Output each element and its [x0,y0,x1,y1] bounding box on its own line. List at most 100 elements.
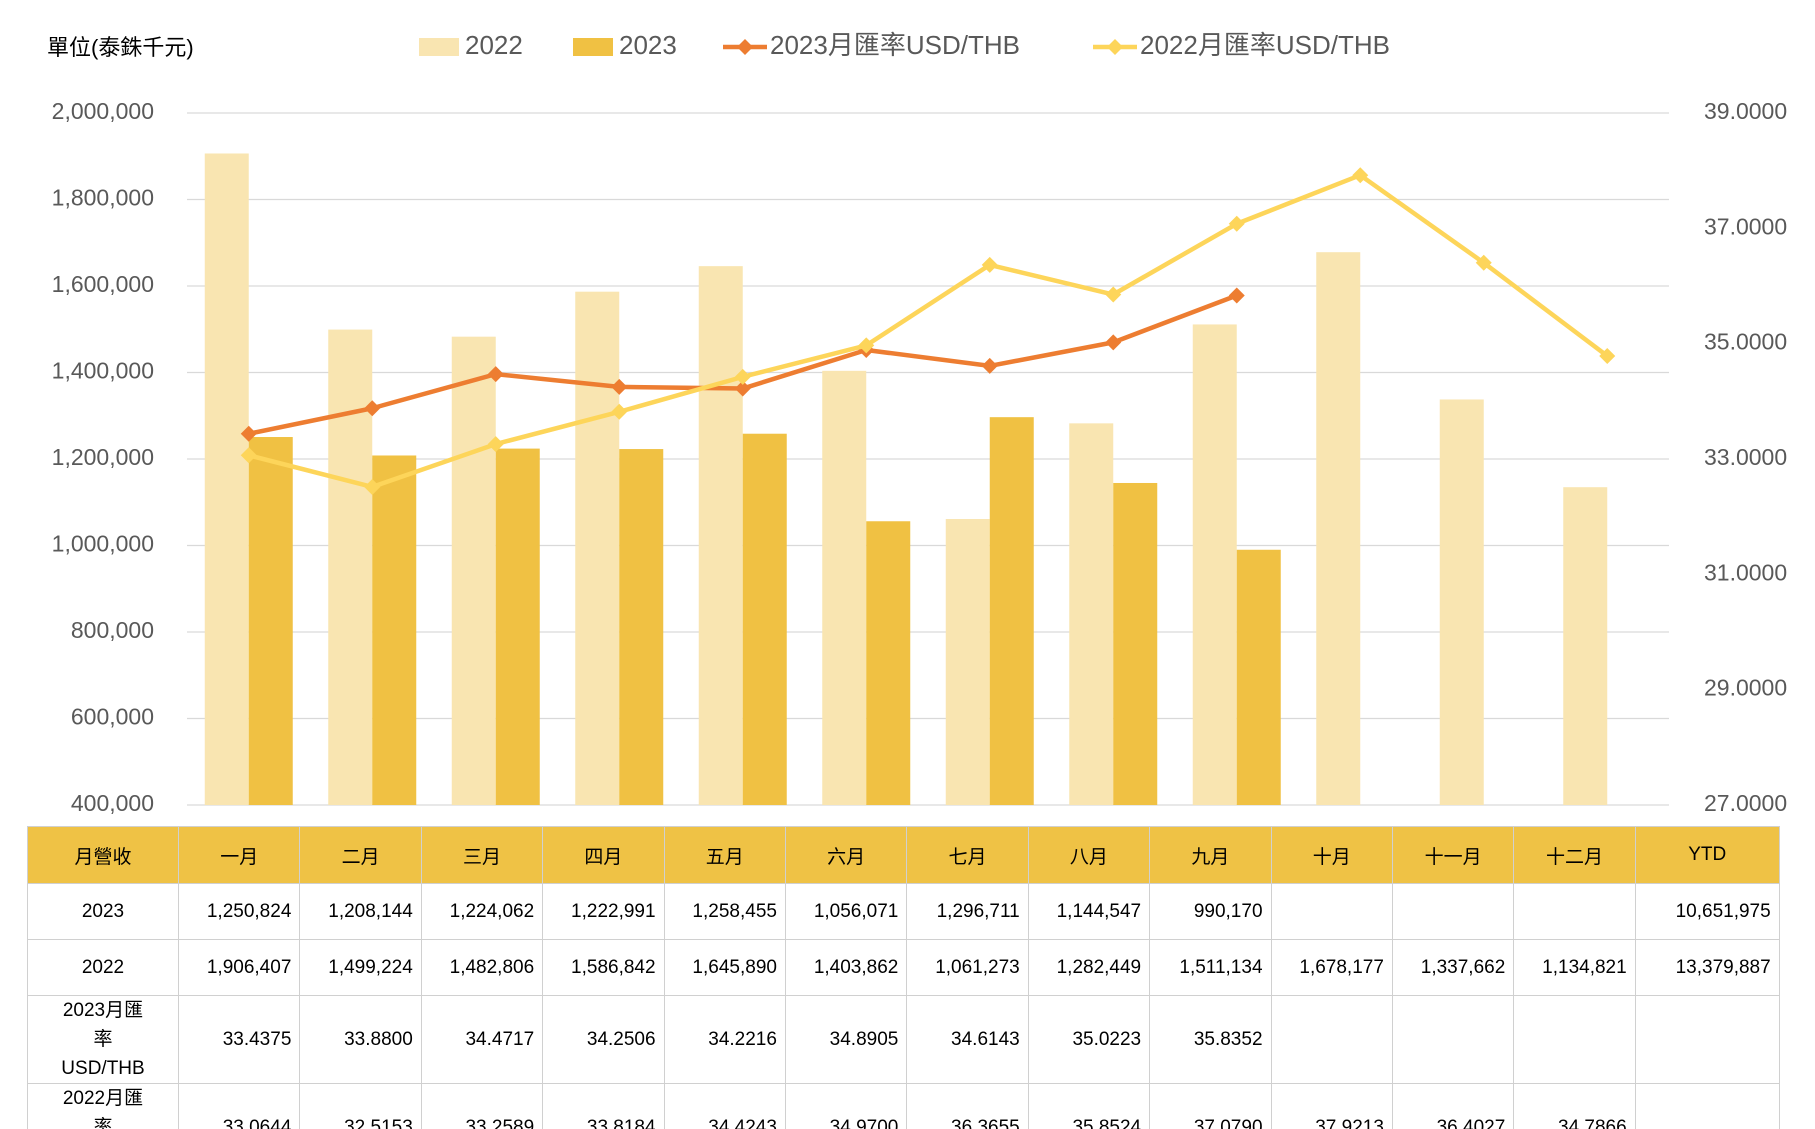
table-month: 十一月 [1391,826,1515,884]
table-corner: 月營收 [27,826,179,884]
table-cell: 1,224,062 [420,883,544,940]
unit-label: 單位(泰銖千元) [47,35,194,60]
line-marker [611,378,628,395]
table-ytd [1634,995,1780,1084]
bar [866,521,911,805]
table-ytd [1634,1083,1780,1129]
row-label-text: 2023月匯率USD/THB [61,1000,145,1079]
table-month: 六月 [784,826,908,884]
line-marker [487,366,504,383]
line-marker [364,478,381,495]
table-month: 四月 [542,826,665,884]
table-cell: 1,337,662 [1391,939,1515,996]
table-cell: 1,511,134 [1149,939,1272,996]
table-cell: 1,250,824 [177,883,301,940]
legend-marker [737,39,753,55]
bar [742,433,787,805]
y2-tick-label: 27.0000 [1704,790,1787,816]
table-cell: 35.8352 [1149,995,1272,1084]
line-marker [487,436,504,453]
table-cell: 1,222,991 [542,883,665,940]
table-cell: 1,134,821 [1513,939,1636,996]
table-cell: 34.9700 [784,1083,908,1129]
line-marker [734,368,751,385]
bar [328,329,373,805]
table-cell: 34.6143 [906,995,1029,1084]
bar [1563,487,1608,805]
table-cell: 37.9213 [1270,1083,1393,1129]
legend-label: 2022 [465,30,523,60]
legend-label: 2023月匯率USD/THB [770,30,1020,60]
line-marker [1352,167,1369,184]
table-cell: 34.2506 [542,995,665,1084]
table-cell: 33.2589 [420,1083,544,1129]
table-ytd: 10,651,975 [1634,883,1780,940]
table-cell: 33.8184 [542,1083,665,1129]
table-cell: 1,645,890 [663,939,786,996]
table-cell: 1,906,407 [177,939,301,996]
y-tick-label: 600,000 [71,704,154,730]
table-row: 2023 1,250,824 1,208,144 1,224,062 1,222,991… [27,883,1780,940]
data-table: 月營收 一月 二月 三月 四月 五月 六月 七月 八月 九月 十月 十一月 十二月 YTD 2023 1,25… [27,826,1780,1129]
table-cell: 32.5153 [299,1083,422,1129]
table-month: 十二月 [1513,826,1636,884]
table-header-row: 月營收 一月 二月 三月 四月 五月 六月 七月 八月 九月 十月 十一月 十二月 YTD [27,826,1780,884]
line-marker [734,380,751,397]
line-marker [858,337,875,354]
line-marker [240,447,257,464]
line-marker [981,357,998,374]
table-row-label: 2022月匯率USD/THB [27,1083,179,1129]
bar [1439,399,1484,805]
y2-tick-label: 35.0000 [1704,329,1787,355]
legend-swatch [573,38,613,56]
bar [1236,549,1281,805]
line-marker [1599,347,1616,364]
table-cell: 36.3655 [906,1083,1029,1129]
line-marker [364,400,381,417]
y2-tick-label: 31.0000 [1704,559,1787,585]
y-tick-label: 1,800,000 [52,185,154,211]
y2-tick-label: 37.0000 [1704,213,1787,239]
table-cell: 1,482,806 [420,939,544,996]
table-cell: 34.4243 [663,1083,786,1129]
table-row-label: 2023 [27,883,179,940]
bar [575,291,620,806]
bar [451,336,496,805]
bar [619,449,664,805]
table-cell: 35.0223 [1027,995,1151,1084]
table-cell [1513,883,1636,940]
legend-swatch [419,38,459,56]
line-marker [1105,286,1122,303]
line-marker [1228,215,1245,232]
bar [945,518,990,805]
table-cell: 34.4717 [420,995,544,1084]
y-tick-label: 400,000 [71,790,154,816]
y-tick-label: 800,000 [71,617,154,643]
table-cell: 1,499,224 [299,939,422,996]
legend-label: 2022月匯率USD/THB [1140,30,1390,60]
table-cell: 33.0644 [177,1083,301,1129]
table-row-label: 2023月匯率USD/THB [27,995,179,1084]
legend-label: 2023 [619,30,677,60]
table-month: 三月 [420,826,544,884]
line [248,172,1609,490]
table-cell: 1,282,449 [1027,939,1151,996]
table-month: 十月 [1270,826,1393,884]
table-cell: 1,061,273 [906,939,1029,996]
table-cell [1391,883,1515,940]
line-marker [240,425,257,442]
y2-tick-label: 39.0000 [1704,98,1787,124]
y2-tick-label: 29.0000 [1704,675,1787,701]
bar [1192,324,1237,805]
bar [698,266,743,805]
table-cell: 37.0790 [1149,1083,1272,1129]
table-cell: 34.8905 [784,995,908,1084]
line-marker [981,256,998,273]
y-tick-label: 1,600,000 [52,271,154,297]
bar [248,437,293,805]
y-tick-label: 1,400,000 [52,358,154,384]
table-cell: 990,170 [1149,883,1272,940]
table-cell: 1,056,071 [784,883,908,940]
bar [495,448,540,805]
